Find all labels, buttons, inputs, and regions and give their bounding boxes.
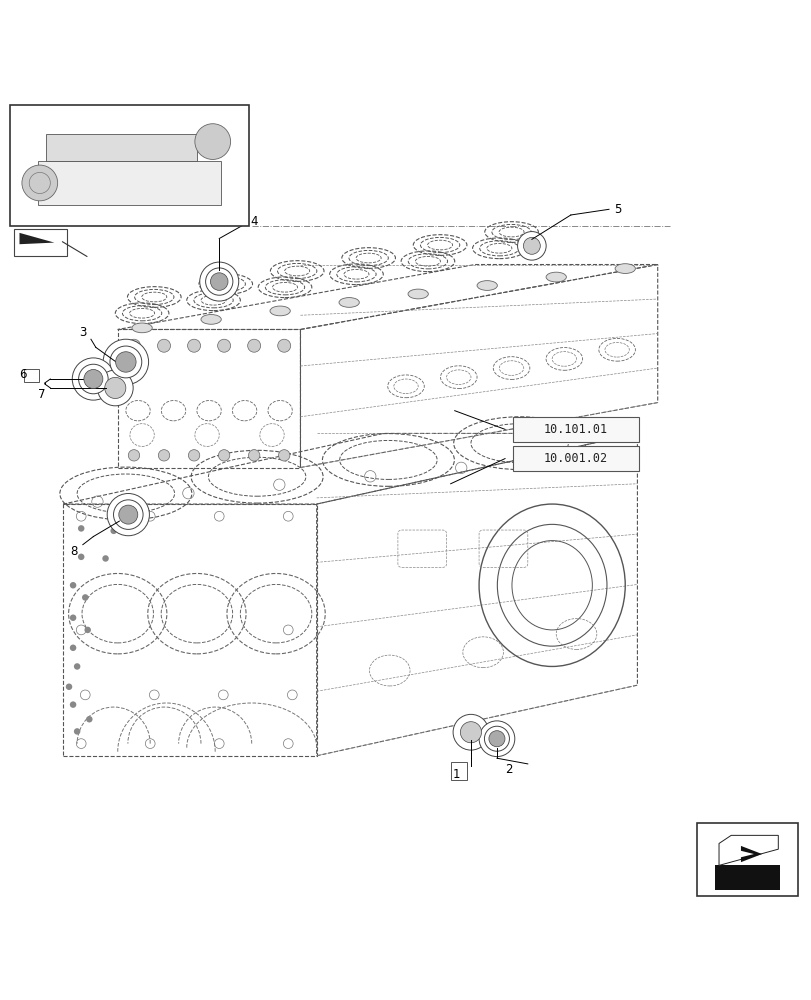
Circle shape (79, 364, 108, 394)
Text: 8: 8 (70, 545, 77, 558)
Circle shape (217, 339, 230, 352)
Text: 10.001.02: 10.001.02 (543, 452, 607, 465)
Polygon shape (19, 233, 54, 244)
Circle shape (84, 370, 103, 389)
Text: 10.101.01: 10.101.01 (543, 423, 607, 436)
Circle shape (278, 450, 290, 461)
Circle shape (523, 237, 539, 254)
Circle shape (158, 450, 169, 461)
Circle shape (218, 450, 230, 461)
Circle shape (74, 663, 80, 670)
Circle shape (84, 627, 91, 633)
Bar (513, 417, 638, 442)
Bar (10, 105, 249, 226)
Circle shape (248, 450, 260, 461)
Circle shape (70, 614, 76, 621)
Text: 1: 1 (452, 768, 460, 781)
Circle shape (78, 554, 84, 560)
Circle shape (478, 721, 514, 757)
Circle shape (484, 726, 508, 751)
Circle shape (187, 339, 200, 352)
Circle shape (200, 262, 238, 301)
Circle shape (66, 684, 72, 690)
Bar (450, 762, 466, 780)
Circle shape (107, 494, 149, 536)
Bar (38, 161, 221, 205)
Circle shape (72, 358, 114, 400)
Circle shape (105, 377, 126, 399)
Circle shape (70, 701, 76, 708)
Text: 5: 5 (613, 203, 620, 216)
Circle shape (195, 124, 230, 159)
Text: 2: 2 (504, 763, 512, 776)
Circle shape (82, 594, 88, 601)
Circle shape (115, 352, 136, 372)
Bar (513, 446, 638, 471)
Circle shape (128, 450, 139, 461)
Bar (714, 865, 779, 890)
Ellipse shape (476, 281, 496, 290)
Bar (46, 134, 196, 161)
Circle shape (127, 339, 140, 352)
Ellipse shape (269, 306, 290, 316)
Text: 7: 7 (38, 388, 46, 401)
Circle shape (118, 505, 138, 524)
Ellipse shape (131, 323, 152, 333)
Circle shape (103, 339, 148, 385)
Bar (10, 105, 249, 226)
Circle shape (517, 232, 546, 260)
Circle shape (109, 346, 142, 378)
Ellipse shape (338, 298, 358, 307)
Circle shape (70, 645, 76, 651)
Text: 3: 3 (79, 326, 86, 339)
Circle shape (110, 528, 117, 534)
Circle shape (277, 339, 290, 352)
Circle shape (488, 731, 504, 747)
Ellipse shape (407, 289, 427, 299)
Circle shape (453, 714, 488, 750)
Circle shape (70, 582, 76, 589)
Circle shape (102, 555, 109, 562)
Circle shape (114, 500, 143, 529)
Text: 4: 4 (250, 215, 257, 228)
Polygon shape (740, 846, 761, 862)
Circle shape (247, 339, 260, 352)
Circle shape (188, 450, 200, 461)
Ellipse shape (615, 264, 634, 273)
Bar (14, 229, 67, 256)
Circle shape (97, 370, 133, 406)
Circle shape (157, 339, 170, 352)
Polygon shape (718, 835, 777, 865)
Circle shape (210, 273, 228, 290)
Text: 6: 6 (19, 368, 27, 381)
Circle shape (78, 525, 84, 532)
Circle shape (460, 722, 481, 743)
Circle shape (205, 268, 233, 295)
Circle shape (74, 728, 80, 735)
Bar (696, 823, 797, 896)
Ellipse shape (545, 272, 565, 282)
Circle shape (22, 165, 58, 201)
Circle shape (86, 716, 92, 722)
Bar (24, 369, 39, 382)
Ellipse shape (200, 315, 221, 324)
